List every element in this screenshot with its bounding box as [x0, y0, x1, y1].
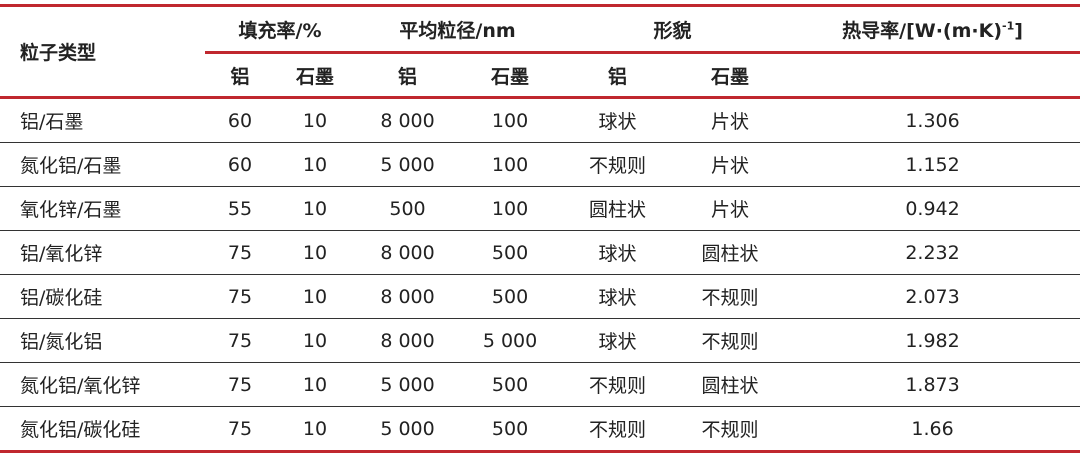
header-particle-type: 粒子类型 [0, 5, 205, 99]
table-cell: 5 000 [355, 406, 461, 453]
sub-header: 铝 [560, 51, 676, 99]
table-row: 氮化铝/氧化锌 75 10 5 000 500 不规则 圆柱状 1.873 [0, 362, 1080, 407]
table-cell: 8 000 [355, 230, 461, 275]
table-cell: 不规则 [560, 406, 676, 453]
table-cell: 75 [205, 274, 275, 319]
table-cell: 1.306 [905, 109, 960, 132]
particle-type-cell: 氮化铝/氧化锌 [0, 362, 205, 407]
table-cell: 5 000 [355, 362, 461, 407]
table-cell: 10 [275, 274, 356, 319]
table-cell: 500 [355, 186, 461, 231]
table-cell: 500 [460, 406, 561, 453]
particle-type-cell: 铝/石墨 [20, 111, 84, 133]
sub-header: 石墨 [275, 51, 356, 99]
table-cell: 球状 [560, 274, 676, 319]
table-cell: 片状 [675, 142, 786, 187]
particle-type-cell: 氮化铝/碳化硅 [0, 406, 205, 453]
table-cell: 10 [275, 230, 356, 275]
table-row: 铝/氧化锌 75 10 8 000 500 球状 圆柱状 2.232 [0, 230, 1080, 275]
table-cell: 10 [275, 142, 356, 187]
table-cell: 500 [460, 274, 561, 319]
table-row: 铝/氮化铝 75 10 8 000 5 000 球状 不规则 1.982 [0, 318, 1080, 363]
header-fill-rate: 填充率/% [238, 19, 322, 42]
table-cell: 55 [205, 186, 275, 231]
table-cell: 圆柱状 [560, 186, 676, 231]
table-cell: 100 [491, 109, 529, 132]
table-cell: 圆柱状 [675, 230, 786, 275]
table-cell: 8 000 [355, 318, 461, 363]
header-avg-size: 平均粒径/nm [399, 19, 516, 42]
table-cell: 5 000 [355, 142, 461, 187]
table-cell: 0.942 [785, 186, 1080, 231]
table-cell: 片状 [711, 111, 750, 133]
table-cell: 不规则 [560, 362, 676, 407]
table-cell: 1.152 [785, 142, 1080, 187]
table-cell: 球状 [560, 318, 676, 363]
table-cell: 75 [205, 318, 275, 363]
header-conductivity: 热导率/[W·(m·K)-1] [842, 19, 1023, 42]
table-cell: 1.873 [785, 362, 1080, 407]
table-cell: 2.232 [785, 230, 1080, 275]
table-cell: 10 [302, 109, 328, 132]
table-cell: 500 [460, 230, 561, 275]
table-cell: 1.66 [785, 406, 1080, 453]
table-cell: 60 [227, 109, 253, 132]
table-cell: 60 [205, 142, 275, 187]
table-cell: 不规则 [675, 406, 786, 453]
table-cell: 10 [275, 362, 356, 407]
table-cell: 不规则 [675, 274, 786, 319]
table-cell: 500 [460, 362, 561, 407]
sub-header: 石墨 [460, 51, 561, 99]
sub-header-empty [785, 51, 1080, 99]
table-cell: 球状 [598, 111, 637, 133]
particle-type-cell: 铝/氮化铝 [0, 318, 205, 363]
table-row: 氧化锌/石墨 55 10 500 100 圆柱状 片状 0.942 [0, 186, 1080, 231]
sub-header: 石墨 [675, 51, 786, 99]
particle-type-cell: 铝/碳化硅 [0, 274, 205, 319]
table-cell: 100 [460, 142, 561, 187]
table-row: 铝/石墨 60 10 8 000 100 球状 片状 1.306 [0, 98, 1080, 143]
table-cell: 8 000 [380, 109, 435, 132]
table-cell: 8 000 [355, 274, 461, 319]
table-cell: 不规则 [560, 142, 676, 187]
table-cell: 100 [460, 186, 561, 231]
particle-type-cell: 氧化锌/石墨 [0, 186, 205, 231]
table-row: 铝/碳化硅 75 10 8 000 500 球状 不规则 2.073 [0, 274, 1080, 319]
table-cell: 10 [275, 186, 356, 231]
table-cell: 10 [275, 406, 356, 453]
particle-type-cell: 氮化铝/石墨 [0, 142, 205, 187]
header-morphology: 形貌 [653, 19, 692, 42]
table-cell: 1.982 [785, 318, 1080, 363]
table-cell: 75 [205, 362, 275, 407]
sub-header: 铝 [355, 51, 461, 99]
thermal-conductivity-table: 粒子类型 填充率/% 平均粒径/nm 形貌 热导率/[W·(m·K)-1] 铝 … [0, 4, 1080, 453]
particle-type-cell: 铝/氧化锌 [0, 230, 205, 275]
table-row: 氮化铝/石墨 60 10 5 000 100 不规则 片状 1.152 [0, 142, 1080, 187]
table-cell: 5 000 [460, 318, 561, 363]
table-cell: 75 [205, 230, 275, 275]
table-cell: 不规则 [675, 318, 786, 363]
table-cell: 圆柱状 [675, 362, 786, 407]
sub-header: 铝 [205, 51, 275, 99]
table-cell: 75 [205, 406, 275, 453]
table-cell: 10 [275, 318, 356, 363]
table-cell: 球状 [560, 230, 676, 275]
table-cell: 2.073 [785, 274, 1080, 319]
table-row: 氮化铝/碳化硅 75 10 5 000 500 不规则 不规则 1.66 [0, 406, 1080, 453]
table-cell: 片状 [675, 186, 786, 231]
